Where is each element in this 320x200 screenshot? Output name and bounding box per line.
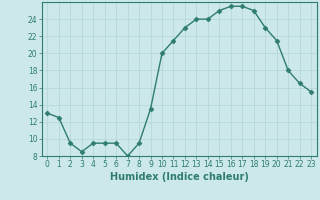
X-axis label: Humidex (Indice chaleur): Humidex (Indice chaleur) (110, 172, 249, 182)
